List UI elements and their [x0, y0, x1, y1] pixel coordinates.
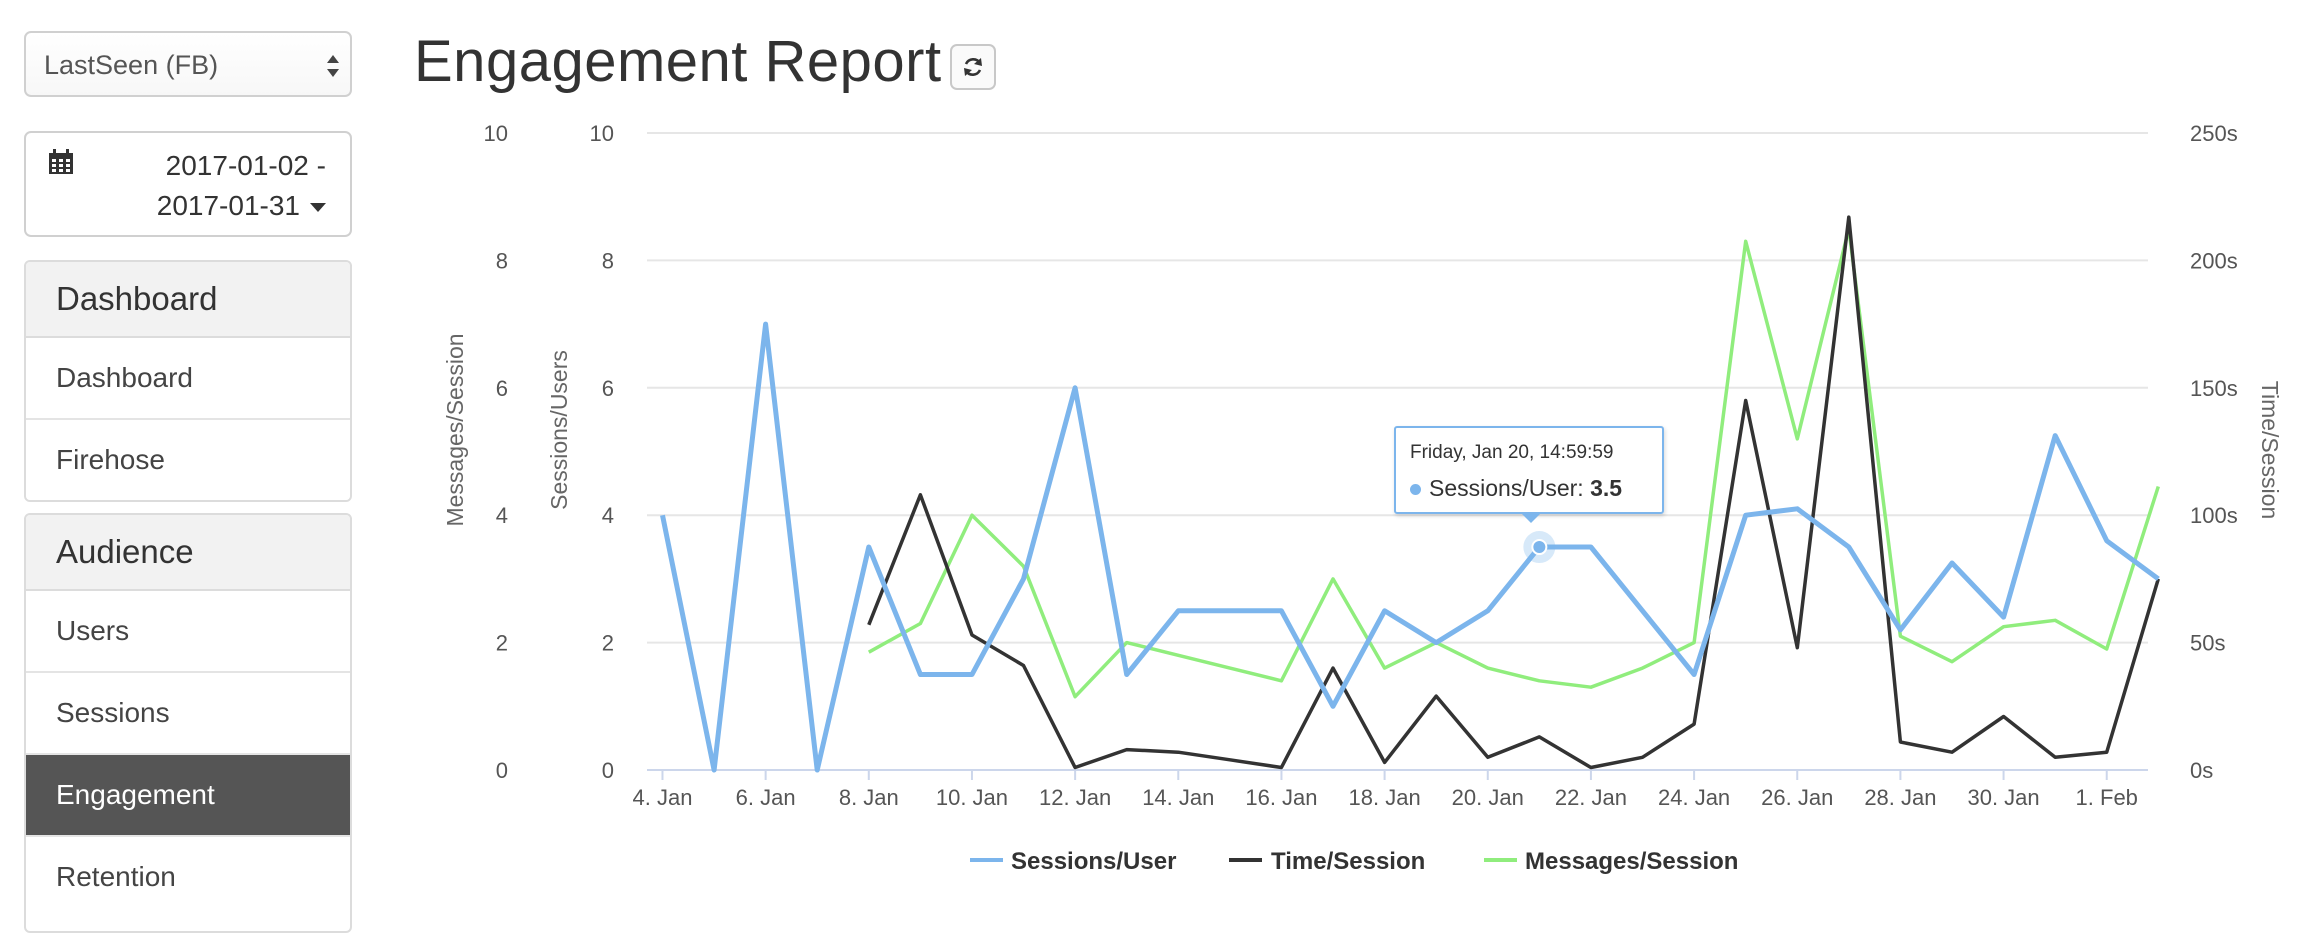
y-axis-messages-ticks: 0 2 4 6 8 10 [484, 121, 508, 783]
refresh-icon [964, 58, 982, 76]
y-tick-label-sessions: 6 [602, 376, 614, 401]
y-axis-sessions-ticks: 0 2 4 6 8 10 [590, 121, 614, 783]
app-select-value: LastSeen (FB) [44, 50, 219, 80]
legend-label-time-session: Time/Session [1271, 848, 1425, 875]
tooltip-arrow [1520, 512, 1542, 523]
x-tick-label: 28. Jan [1864, 785, 1936, 810]
x-axis-ticks: 4. Jan 6. Jan 8. Jan 10. Jan 12. Jan 14. Jan 1… [633, 770, 2138, 810]
date-range-start: 2017-01-02 - [165, 150, 326, 181]
y-tick-label-time: 100s [2190, 503, 2238, 528]
date-range-end: 2017-01-31 [156, 190, 300, 221]
legend: Sessions/User Time/Session Messages/Sess… [970, 848, 1738, 875]
y-tick-label-time: 50s [2190, 631, 2225, 656]
page-title: Engagement Report [414, 29, 942, 94]
y-tick-label-time: 250s [2190, 121, 2238, 146]
refresh-button[interactable] [950, 44, 996, 90]
x-tick-label: 14. Jan [1142, 785, 1214, 810]
legend-item-messages-session[interactable]: Messages/Session [1484, 848, 1738, 875]
menu-item-dashboard[interactable]: Dashboard [26, 338, 350, 420]
x-tick-label: 8. Jan [839, 785, 899, 810]
y-tick-label-sessions: 2 [602, 631, 614, 656]
legend-item-sessions-user[interactable]: Sessions/User [970, 848, 1176, 875]
y-tick-label-sessions: 10 [590, 121, 614, 146]
x-tick-label: 4. Jan [633, 785, 693, 810]
legend-item-time-session[interactable]: Time/Session [1229, 848, 1425, 875]
x-tick-label: 30. Jan [1967, 785, 2039, 810]
series-line-time-session[interactable] [867, 215, 2160, 770]
y-tick-label-sessions: 8 [602, 248, 614, 273]
app-select[interactable]: LastSeen (FB) [24, 31, 352, 97]
menu-item-users[interactable]: Users [26, 591, 350, 673]
y-tick-label-time: 200s [2190, 248, 2238, 273]
tooltip-series-dot [1410, 484, 1421, 496]
tooltip-series-label: Sessions/User: [1429, 475, 1584, 501]
series-line-sessions-user[interactable] [660, 321, 2160, 773]
x-tick-label: 16. Jan [1245, 785, 1317, 810]
menu-item-engagement[interactable]: Engagement [26, 755, 350, 837]
menu-item-sessions[interactable]: Sessions [26, 673, 350, 755]
y-axis-title-messages: Messages/Session [442, 333, 468, 526]
x-tick-label: 10. Jan [936, 785, 1008, 810]
y-tick-label-messages: 6 [496, 376, 508, 401]
tooltip-row: Sessions/User: 3.5 [1410, 475, 1622, 502]
legend-label-sessions-user: Sessions/User [1011, 848, 1176, 875]
highlight-point[interactable] [1531, 539, 1548, 556]
tooltip-value: 3.5 [1590, 475, 1623, 501]
y-tick-label-messages: 8 [496, 248, 508, 273]
x-tick-label: 12. Jan [1039, 785, 1111, 810]
menu-group-audience: Audience Users Sessions Engagement Reten… [24, 513, 352, 933]
calendar-icon [49, 149, 73, 174]
x-tick-label: 22. Jan [1555, 785, 1627, 810]
highlight-layer [1523, 531, 1556, 564]
menu-group-dashboard: Dashboard Dashboard Firehose [24, 260, 352, 502]
menu-heading-dashboard: Dashboard [26, 262, 350, 338]
x-tick-label: 24. Jan [1658, 785, 1730, 810]
y-axis-time-ticks: 0s 50s 100s 150s 200s 250s [2190, 121, 2238, 783]
y-tick-label-sessions: 0 [602, 758, 614, 783]
grid-lines [647, 132, 2148, 771]
series-line-messages-session[interactable] [867, 226, 2160, 699]
menu-item-firehose[interactable]: Firehose [26, 420, 350, 500]
y-tick-label-messages: 10 [484, 121, 508, 146]
y-tick-label-time: 150s [2190, 376, 2238, 401]
y-axis-title-time: Time/Session [2257, 381, 2283, 519]
x-tick-label: 6. Jan [736, 785, 796, 810]
engagement-chart: 0 2 4 6 8 10 0 2 4 6 8 10 0s 50s 100s 150s 200s 250s 4.… [442, 121, 2283, 875]
x-tick-label: 26. Jan [1761, 785, 1833, 810]
legend-label-messages-session: Messages/Session [1525, 848, 1738, 875]
chart-tooltip: Friday, Jan 20, 14:59:59 Sessions/User: … [1394, 426, 1664, 514]
select-arrows-icon [327, 55, 339, 77]
y-tick-label-time: 0s [2190, 758, 2213, 783]
series-layer [660, 215, 2160, 773]
y-tick-label-sessions: 4 [602, 503, 614, 528]
date-range-picker[interactable]: 2017-01-02 - 2017-01-31 [24, 131, 352, 237]
x-tick-label: 1. Feb [2076, 785, 2138, 810]
y-tick-label-messages: 0 [496, 758, 508, 783]
x-tick-label: 20. Jan [1452, 785, 1524, 810]
x-tick-label: 18. Jan [1349, 785, 1421, 810]
y-tick-label-messages: 4 [496, 503, 508, 528]
caret-down-icon [310, 203, 326, 213]
tooltip-date: Friday, Jan 20, 14:59:59 [1410, 442, 1614, 463]
menu-heading-audience: Audience [26, 515, 350, 591]
y-tick-label-messages: 2 [496, 631, 508, 656]
menu-item-retention[interactable]: Retention [26, 837, 350, 917]
y-axis-title-sessions: Sessions/Users [546, 350, 572, 510]
